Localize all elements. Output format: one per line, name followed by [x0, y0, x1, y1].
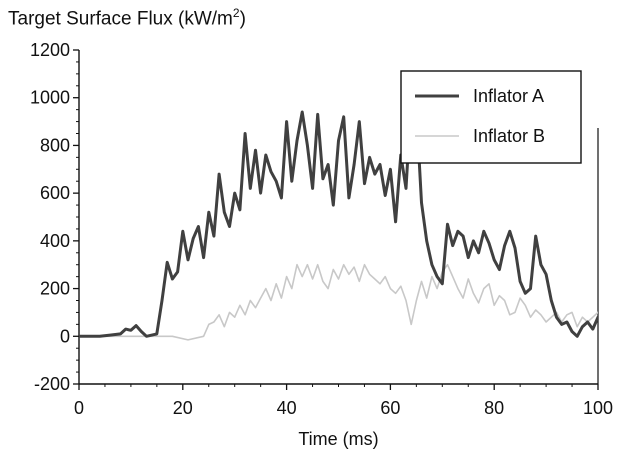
x-tick-label: 0: [74, 398, 84, 418]
y-axis-title-prefix: Target Surface Flux (kW/m: [8, 8, 233, 30]
y-axis-title: Target Surface Flux (kW/m2): [8, 6, 246, 30]
y-axis-title-suffix: ): [239, 8, 246, 30]
x-tick-label: 40: [277, 398, 297, 418]
legend-label-1: Inflator B: [473, 126, 545, 146]
legend-box: [400, 70, 582, 164]
y-tick-label: 400: [40, 231, 70, 251]
series-layer: [79, 98, 598, 341]
x-axis-title: Time (ms): [298, 429, 378, 449]
x-tick-label: 80: [484, 398, 504, 418]
series-line-inflator-a: [79, 98, 598, 338]
y-tick-label: 0: [60, 326, 70, 346]
x-tick-label: 100: [583, 398, 613, 418]
y-tick-label: 1200: [30, 40, 70, 60]
legend-label-0: Inflator A: [473, 86, 544, 106]
y-axis-title-superscript: 2: [232, 6, 240, 20]
y-tick-label: 200: [40, 279, 70, 299]
y-tick-label: 600: [40, 183, 70, 203]
series-line-inflator-b: [79, 263, 598, 341]
x-tick-label: 60: [380, 398, 400, 418]
y-tick-label: 800: [40, 135, 70, 155]
y-tick-label: -200: [34, 374, 70, 394]
y-tick-label: 1000: [30, 88, 70, 108]
legend: Inflator A Inflator B: [400, 70, 582, 164]
x-tick-label: 20: [173, 398, 193, 418]
